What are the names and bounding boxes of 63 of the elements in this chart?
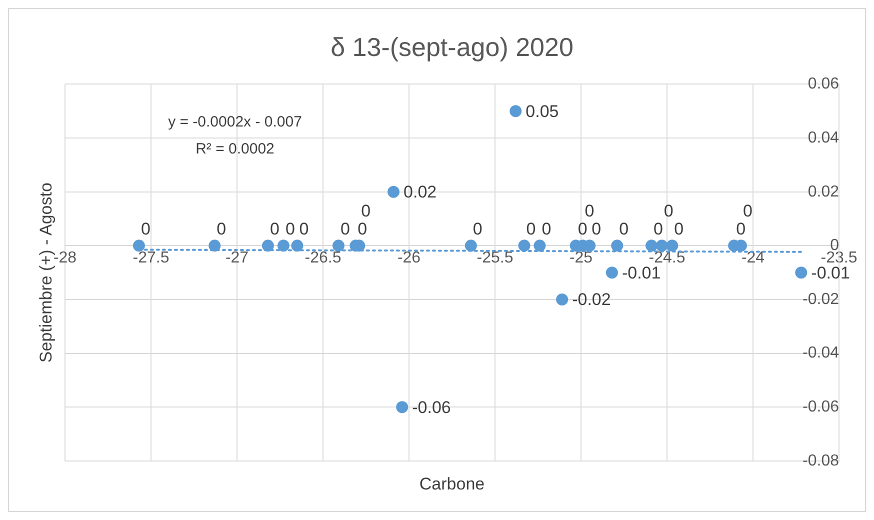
data-label: -0.01 [811,263,850,282]
x-tick-label: -25.5 [476,250,514,267]
data-label: 0 [654,219,663,238]
y-tick-label: -0.06 [802,398,840,416]
point [646,240,658,252]
point [277,240,290,252]
point [556,294,568,306]
point [464,240,477,252]
x-tick-label: -24 [741,250,765,267]
data-label: 0 [216,219,226,238]
data-label: 0 [140,219,150,238]
data-label: 0 [299,219,309,238]
data-label: 0.02 [404,182,437,202]
data-label: 0 [736,219,746,238]
data-label: 0 [742,201,752,220]
point [388,186,400,198]
data-label: 0 [664,201,674,220]
data-label: 0 [674,219,684,238]
data-label: 0 [340,219,350,238]
data-label: -0.02 [572,290,611,310]
data-label: 0 [542,219,552,238]
data-label: -0.06 [412,398,451,417]
point [132,240,145,252]
chart-title: δ 13-(sept-ago) 2020 [330,32,574,62]
point [518,240,530,252]
data-label: 0 [358,219,368,238]
point [611,240,624,252]
x-axis-title: Carbone [419,474,485,494]
data-label: 0 [584,201,594,220]
point [666,240,678,252]
point [332,240,344,252]
point [656,240,668,252]
x-tick-label: -27.5 [132,250,170,267]
point [606,266,618,279]
data-label: 0 [472,219,482,238]
data-label: 0 [526,219,536,238]
y-axis-title: Septiembre (+) - Agosto [36,182,56,363]
data-label: 0 [285,219,295,238]
data-label: 0 [592,219,602,238]
y-tick-label: 0.06 [808,76,840,93]
data-label: 0 [619,219,629,238]
data-label: 0 [361,201,371,220]
x-tick-label: -26.5 [304,250,342,267]
point [396,401,408,414]
point [510,105,522,118]
point [534,240,546,252]
y-tick-label: -0.02 [802,290,840,308]
data-label: 0 [270,219,280,238]
point [291,240,304,252]
annotation: R² = 0.0002 [196,140,274,158]
x-tick-label: -27 [225,250,249,267]
point [795,266,808,279]
y-tick-label: -0.04 [802,344,840,362]
data-label: 0.05 [526,102,559,121]
point [262,240,274,252]
y-tick-label: 0.02 [808,183,840,200]
x-tick-label: -25 [569,250,593,267]
data-label: 0 [578,219,588,238]
x-tick-label: -26 [397,250,421,267]
y-tick-label: 0.04 [808,129,840,146]
y-tick-label: -0.08 [802,452,840,470]
annotation: y = -0.0002x - 0.007 [168,113,302,130]
point [208,240,221,252]
